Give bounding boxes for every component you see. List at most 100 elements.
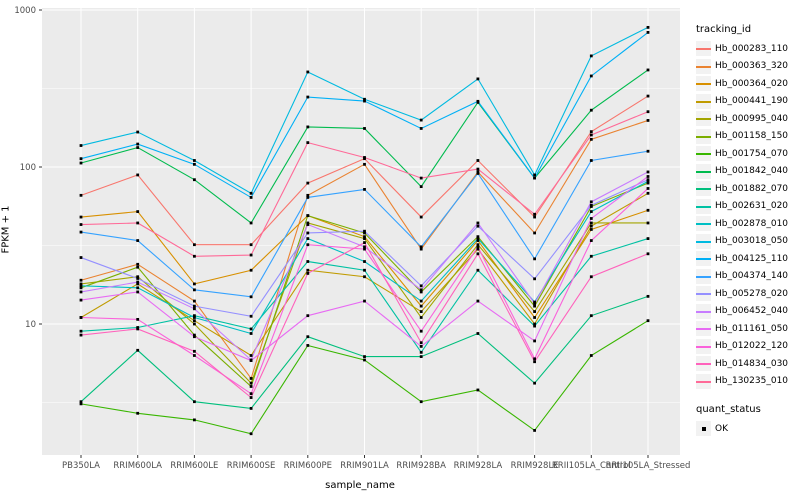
x-tick-label: RRII105LA_Control: [552, 461, 631, 471]
data-point: [193, 162, 196, 166]
data-point: [136, 317, 140, 321]
legend-item-quant: OK: [696, 420, 800, 438]
data-point: [249, 295, 253, 299]
data-point: [249, 432, 253, 436]
data-point: [249, 191, 253, 195]
data-point: [193, 349, 196, 353]
data-point: [589, 221, 593, 225]
legend-item: Hb_002878_010: [696, 215, 800, 233]
legend-item: Hb_011161_050: [696, 320, 800, 338]
legend-key-swatch: [696, 303, 711, 319]
data-point: [136, 286, 140, 290]
data-point: [249, 392, 253, 396]
data-point: [193, 299, 196, 303]
data-point: [419, 355, 423, 358]
data-point: [533, 381, 536, 385]
legend-key-swatch: [696, 198, 711, 214]
data-point: [476, 239, 480, 242]
data-point: [79, 329, 83, 333]
data-point: [193, 418, 196, 422]
data-point: [419, 350, 423, 354]
x-tick-label: RRII105LA_Stressed: [606, 461, 691, 471]
x-tick-label: RRIM901LA: [340, 461, 389, 471]
x-tick-label: RRIM928LA: [454, 461, 503, 471]
data-point: [533, 357, 536, 361]
data-point: [306, 95, 310, 99]
x-tick-label: PB350LA: [62, 461, 100, 471]
data-point: [249, 377, 253, 380]
legend-item-label: Hb_012022_120: [715, 341, 789, 352]
data-point: [646, 119, 650, 122]
data-point: [419, 127, 423, 130]
legend-item-label: Hb_000283_110: [715, 43, 789, 54]
legend-item: Hb_001158_150: [696, 128, 800, 146]
data-point: [363, 162, 366, 166]
data-point: [136, 327, 140, 331]
data-point: [533, 300, 536, 304]
data-point: [419, 400, 423, 404]
data-point: [306, 125, 310, 129]
data-point: [419, 341, 423, 345]
data-point: [419, 245, 423, 249]
legend-key-swatch: [696, 128, 711, 144]
data-point: [476, 388, 480, 392]
data-point: [646, 94, 650, 98]
data-point: [589, 108, 593, 112]
data-point: [136, 221, 140, 225]
data-point: [419, 247, 423, 251]
data-point: [363, 299, 366, 303]
data-point: [476, 252, 480, 256]
data-point: [249, 407, 253, 410]
data-point: [306, 344, 310, 347]
legend-quant-status: quant_status OK: [696, 404, 800, 438]
data-point: [136, 262, 140, 266]
legend-item-label: Hb_004374_140: [715, 271, 789, 282]
data-point: [533, 360, 536, 364]
legend-item: Hb_012022_120: [696, 338, 800, 356]
data-point: [249, 385, 253, 388]
legend-key-line: [696, 363, 711, 366]
data-point: [136, 411, 140, 415]
x-tick-label: RRIM600SE: [227, 461, 276, 471]
data-point: [193, 159, 196, 162]
data-point: [249, 314, 253, 318]
data-point: [533, 429, 536, 432]
legend-item-label: Hb_014834_030: [715, 358, 789, 369]
data-point: [533, 277, 536, 281]
data-point: [136, 348, 140, 352]
legend-item: Hb_005278_020: [696, 285, 800, 303]
data-point: [79, 316, 83, 319]
data-point: [533, 302, 536, 305]
legend-key-line: [696, 170, 711, 173]
data-point: [476, 167, 480, 171]
data-point: [193, 333, 196, 337]
data-point: [476, 332, 480, 335]
data-point: [249, 396, 253, 399]
legend-quant-items: OK: [696, 420, 800, 438]
x-tick-label: RRIM928BA: [396, 461, 446, 471]
data-point: [533, 257, 536, 261]
legend-item: Hb_000441_190: [696, 93, 800, 111]
data-point: [79, 144, 83, 147]
data-point: [79, 298, 83, 302]
legend-key-swatch: [696, 321, 711, 337]
data-point: [646, 178, 650, 182]
data-point: [193, 307, 196, 311]
data-point: [419, 215, 423, 219]
data-point: [193, 304, 196, 308]
data-point: [589, 54, 593, 58]
data-point: [136, 275, 140, 279]
data-point: [193, 316, 196, 319]
data-point: [589, 200, 593, 204]
data-point: [193, 254, 196, 258]
legend-item: Hb_000995_040: [696, 110, 800, 128]
data-point: [419, 288, 423, 292]
data-point: [79, 215, 83, 219]
data-point: [306, 214, 310, 218]
data-point: [79, 402, 83, 406]
data-point: [646, 191, 650, 195]
data-point: [419, 316, 423, 319]
data-point: [249, 221, 253, 225]
data-point: [249, 253, 253, 257]
y-axis-title: FPKM + 1: [0, 205, 12, 254]
